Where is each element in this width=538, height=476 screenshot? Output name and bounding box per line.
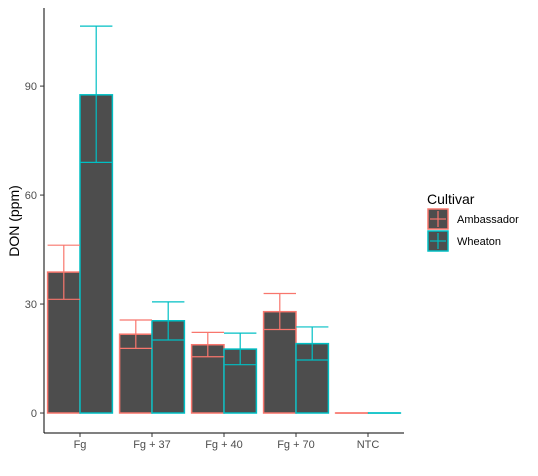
legend: Cultivar Ambassador Wheaton (427, 191, 519, 252)
legend-label: Wheaton (457, 236, 501, 248)
errorbar-wheaton-3 (296, 326, 329, 361)
errorbar-ambassador-1 (119, 319, 152, 349)
x-tick-label: Fg + 37 (133, 439, 171, 451)
y-tick-label: 60 (25, 190, 37, 202)
legend-label: Ambassador (457, 214, 519, 226)
legend-items: Ambassador Wheaton (427, 208, 519, 252)
errorbar-ambassador-0 (47, 244, 80, 300)
y-tick-label: 30 (25, 299, 37, 311)
legend-item-wheaton: Wheaton (427, 230, 501, 252)
x-tick-label: Fg (74, 439, 87, 451)
y-axis-ticks: 0 30 60 90 (25, 81, 44, 420)
plot-area (46, 25, 402, 414)
x-axis-ticks: Fg Fg + 37 Fg + 40 Fg + 70 NTC (74, 433, 380, 451)
errorbar-ambassador-2 (191, 331, 224, 358)
x-tick-label: NTC (357, 439, 380, 451)
errorbar-ambassador-3 (263, 292, 296, 331)
y-tick-label: 90 (25, 81, 37, 93)
errorbar-wheaton-1 (152, 301, 185, 341)
x-tick-label: Fg + 40 (205, 439, 243, 451)
errorbar-wheaton-0 (80, 25, 113, 163)
errorbar-wheaton-2 (224, 332, 257, 366)
y-axis-title: DON (ppm) (6, 185, 22, 257)
legend-title: Cultivar (427, 191, 475, 207)
legend-item-ambassador: Ambassador (427, 208, 519, 230)
y-tick-label: 0 (31, 408, 37, 420)
x-tick-label: Fg + 70 (277, 439, 315, 451)
